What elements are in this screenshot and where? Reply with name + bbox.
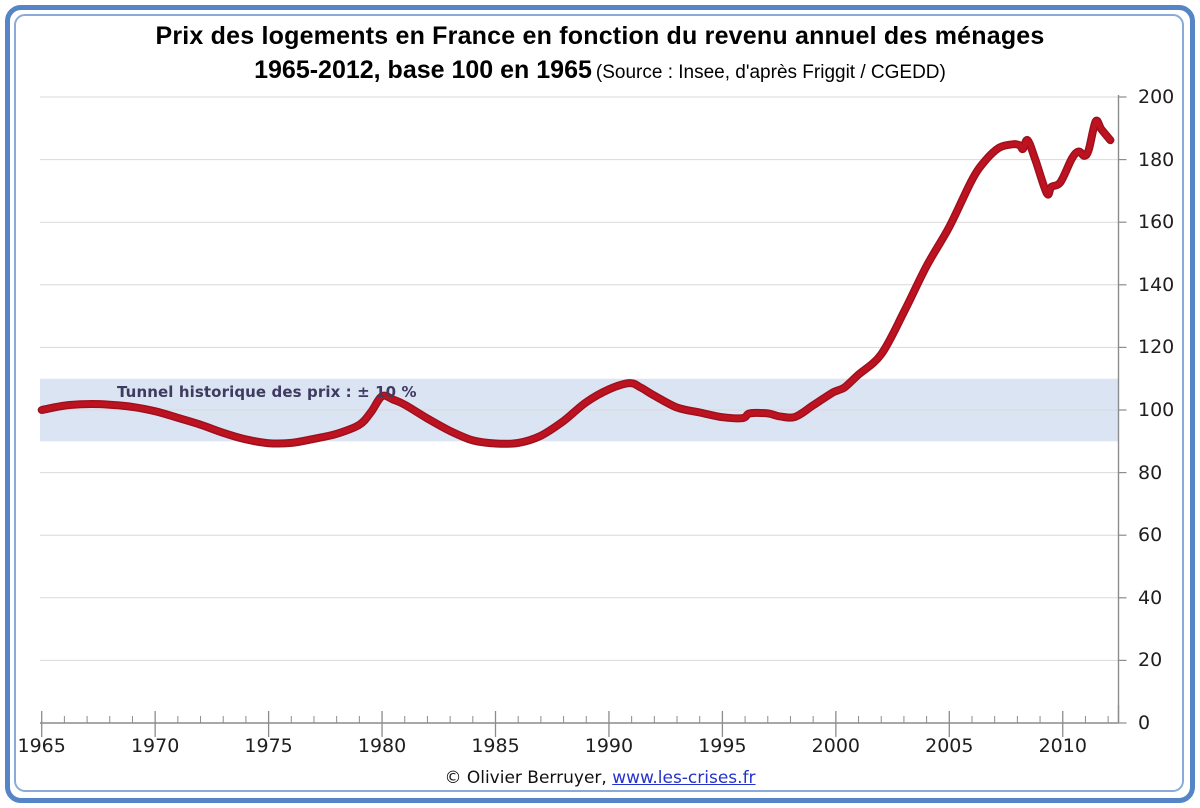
tunnel-label: Tunnel historique des prix : ± 10 %	[117, 383, 417, 401]
x-axis-tick-label: 2010	[1038, 735, 1087, 757]
y-axis-tick-label: 200	[1138, 86, 1175, 108]
y-axis-tick-label: 60	[1138, 524, 1163, 547]
chart-title-line1: Prix des logements en France en fonction…	[155, 22, 1045, 50]
x-axis-tick-label: 1985	[471, 735, 520, 757]
chart-header: Prix des logements en France en fonction…	[0, 22, 1200, 85]
x-axis-tick-label: 1995	[698, 735, 747, 757]
y-axis-tick-label: 80	[1138, 461, 1163, 484]
footer-copyright: © Olivier Berruyer,	[444, 768, 613, 788]
x-axis-tick-label: 1990	[584, 735, 634, 757]
y-axis-tick-label: 140	[1138, 273, 1175, 296]
chart-title-line2: 1965-2012, base 100 en 1965 (Source : Ins…	[0, 56, 1200, 85]
y-axis-tick-label: 160	[1138, 211, 1175, 234]
x-axis-tick-label: 2005	[925, 735, 974, 757]
y-axis-tick-label: 20	[1138, 649, 1163, 672]
x-axis-tick-label: 1975	[244, 735, 293, 757]
footer-link[interactable]: www.les-crises.fr	[612, 768, 756, 788]
price-line	[39, 118, 1113, 447]
y-axis-tick-label: 120	[1138, 336, 1175, 359]
source-label: (Source : Insee, d'après Friggit / CGEDD…	[595, 62, 946, 83]
y-axis-tick-label: 40	[1138, 586, 1163, 609]
y-axis-tick-label: 180	[1138, 148, 1175, 171]
x-axis-tick-label: 1970	[130, 735, 180, 757]
x-axis-tick-label: 1980	[357, 735, 407, 757]
chart-subtitle: 1965-2012, base 100 en 1965	[254, 56, 592, 84]
x-axis-tick-label: 1965	[17, 735, 66, 757]
y-axis-tick-label: 100	[1138, 399, 1175, 421]
x-axis-tick-label: 2000	[811, 735, 861, 757]
y-axis-tick-label: 0	[1138, 712, 1151, 734]
footer: © Olivier Berruyer, www.les-crises.fr	[0, 768, 1200, 788]
